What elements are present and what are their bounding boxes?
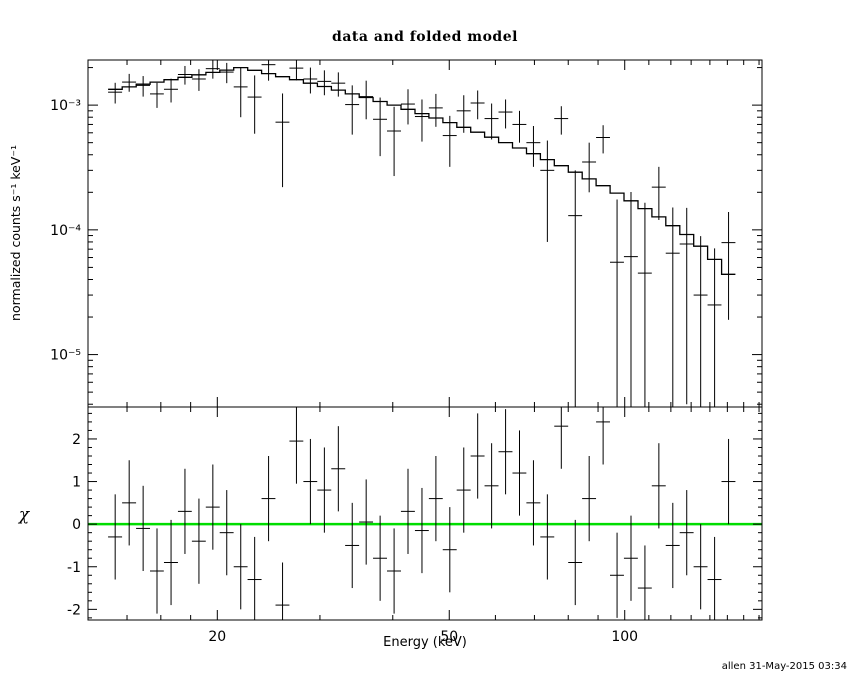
tick-label: 50 xyxy=(440,629,458,645)
tick-label: 10⁻³ xyxy=(50,98,81,114)
y-axis-label-bottom: χ xyxy=(18,505,31,525)
tick-label: 10⁻⁵ xyxy=(50,348,81,364)
x-axis-label: Energy (keV) xyxy=(383,635,467,650)
chart-marks: 20 50 100 10⁻³ 10⁻⁴ 10⁻⁵ -2 -1 0 1 2 xyxy=(50,59,763,645)
tick-labels: 20 50 100 10⁻³ 10⁻⁴ 10⁻⁵ -2 -1 0 1 2 xyxy=(50,98,638,645)
chart-title: data and folded model xyxy=(332,29,518,45)
footer-credit: allen 31-May-2015 03:34 xyxy=(722,661,847,672)
axes-frame xyxy=(87,59,763,621)
spectrum-data-points xyxy=(108,60,736,407)
tick-label: 0 xyxy=(72,517,81,533)
tick-label: -1 xyxy=(67,560,81,576)
tick-label: 1 xyxy=(72,475,81,491)
model-histogram xyxy=(108,66,736,275)
tick-label: 20 xyxy=(208,629,226,645)
tick-label: 100 xyxy=(611,629,638,645)
tick-label: 10⁻⁴ xyxy=(50,223,81,239)
tick-label: 2 xyxy=(72,432,81,448)
tick-label: -2 xyxy=(67,602,81,618)
residual-data-points xyxy=(108,407,736,620)
y-axis-label-top: normalized counts s⁻¹ keV⁻¹ xyxy=(8,145,23,321)
